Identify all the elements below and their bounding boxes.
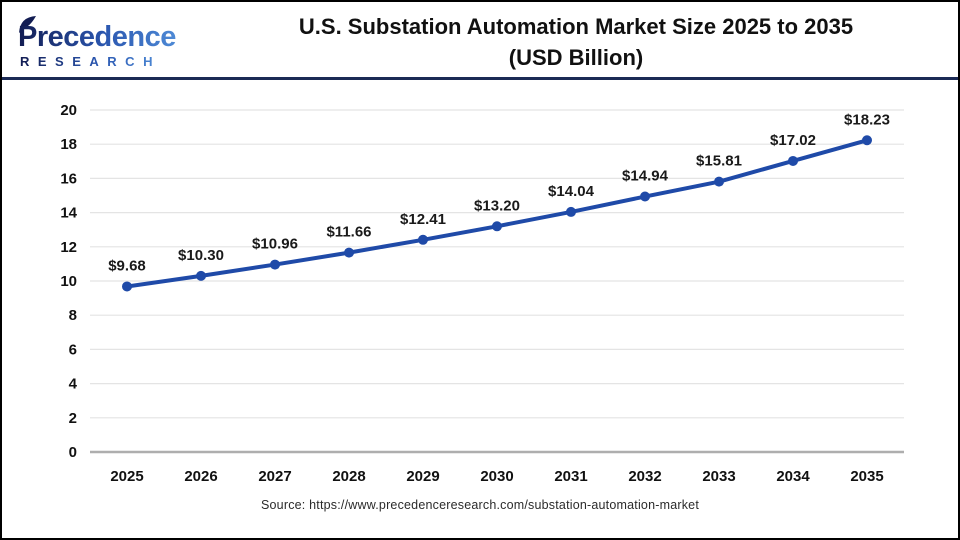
data-label: $15.81 (696, 153, 742, 170)
y-tick-label: 20 (60, 102, 77, 119)
data-label: $9.68 (108, 257, 146, 274)
x-tick-label: 2028 (332, 468, 365, 485)
y-tick-label: 10 (60, 273, 77, 290)
data-label: $10.30 (178, 247, 224, 264)
line-chart: 0 2 4 6 8 10 12 14 16 18 20 2025 2026 2027 2028 2029 203… (60, 102, 904, 485)
source-line: Source: https://www.precedenceresearch.c… (260, 498, 699, 512)
x-tick-label: 2027 (258, 468, 291, 485)
data-point (714, 176, 724, 187)
y-tick-label: 2 (69, 410, 77, 427)
data-label: $11.66 (326, 224, 371, 241)
chart-title-line1: U.S. Substation Automation Market Size 2… (298, 14, 854, 39)
data-point (418, 234, 428, 245)
y-tick-label: 4 (69, 376, 78, 393)
x-tick-label: 2032 (628, 468, 661, 485)
data-point (640, 191, 650, 202)
data-point (862, 135, 872, 146)
data-point (122, 281, 132, 292)
logo-brand-text: Precedence (18, 21, 176, 53)
x-tick-label: 2033 (702, 468, 735, 485)
y-tick-label: 14 (60, 205, 77, 222)
data-label: $18.23 (844, 111, 890, 128)
chart-title-line2: (USD Billion) (508, 45, 644, 70)
precedence-research-logo: Precedence RESEARCH (18, 16, 177, 69)
data-point (566, 206, 576, 217)
logo-subtitle-text: RESEARCH (20, 54, 161, 69)
x-tick-label: 2026 (184, 468, 217, 485)
data-point (788, 155, 798, 166)
data-point (270, 259, 280, 270)
x-tick-label: 2029 (406, 468, 439, 485)
leaf-icon (19, 16, 36, 33)
data-label: $10.96 (252, 236, 298, 253)
x-tick-label: 2030 (480, 468, 513, 485)
data-label: $12.41 (400, 211, 446, 228)
data-point (344, 247, 354, 258)
data-label: $13.20 (474, 197, 520, 214)
chart-area: 0 2 4 6 8 10 12 14 16 18 20 2025 2026 2027 2028 2029 203… (2, 80, 960, 492)
data-label: $14.94 (622, 168, 669, 185)
y-tick-label: 6 (69, 341, 77, 358)
x-tick-label: 2031 (554, 468, 587, 485)
data-point (492, 221, 502, 232)
y-tick-label: 0 (69, 444, 77, 461)
y-tick-label: 8 (69, 307, 77, 324)
y-tick-label: 18 (60, 136, 77, 153)
x-tick-label: 2034 (776, 468, 810, 485)
data-label: $17.02 (770, 132, 816, 149)
header: Precedence RESEARCH U.S. Substation Auto… (2, 2, 958, 80)
x-tick-label: 2035 (850, 468, 883, 485)
x-tick-label: 2025 (110, 468, 143, 485)
y-tick-label: 16 (60, 170, 77, 187)
data-point (196, 270, 206, 281)
data-label: $14.04 (548, 183, 595, 200)
chart-title: U.S. Substation Automation Market Size 2… (212, 11, 940, 73)
y-tick-label: 12 (60, 239, 77, 256)
